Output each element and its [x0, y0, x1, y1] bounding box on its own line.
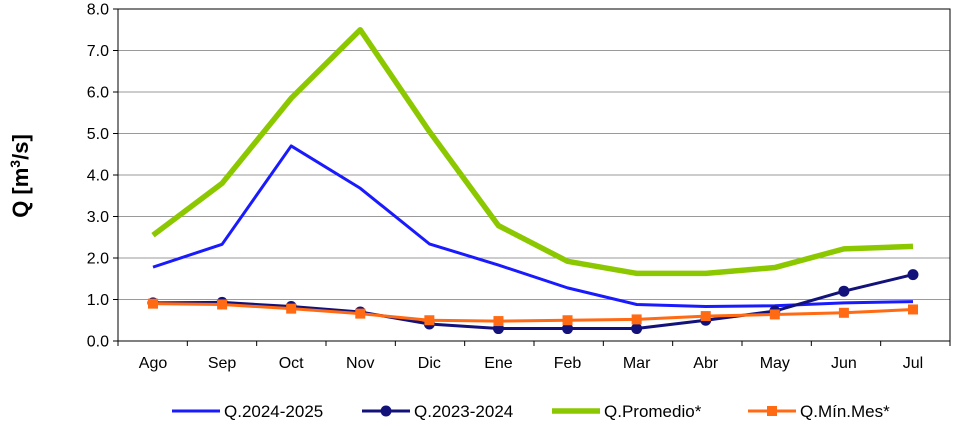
- y-tick-label: 8.0: [87, 2, 109, 19]
- x-tick-label: Abr: [693, 355, 719, 372]
- legend-label: Q.Promedio*: [604, 402, 702, 421]
- series-Q.Mín.Mes*: [148, 298, 918, 327]
- data-point: [493, 316, 504, 327]
- data-point: [838, 307, 849, 318]
- data-point: [631, 323, 643, 335]
- data-point: [355, 308, 366, 319]
- x-tick-label: Jun: [831, 355, 857, 372]
- data-point: [838, 285, 850, 297]
- y-axis-ticks: 0.0 1.0 2.0 3.0 4.0 5.0 6.0 7.0 8.0: [87, 2, 118, 351]
- x-tick-label: Sep: [208, 355, 237, 372]
- x-tick-label: Feb: [554, 355, 582, 372]
- series-Q.Promedio*: [151, 27, 914, 277]
- y-tick-label: 3.0: [87, 209, 109, 226]
- data-point: [907, 269, 919, 281]
- x-tick-label: Oct: [279, 355, 304, 372]
- legend-label: Q.Mín.Mes*: [800, 402, 890, 421]
- y-tick-label: 4.0: [87, 168, 109, 185]
- gridlines: [118, 50, 950, 300]
- legend: Q.2024-2025 Q.2023-2024 Q.Promedio* Q.Mín.M…: [172, 402, 890, 421]
- y-tick-label: 7.0: [87, 43, 109, 60]
- x-tick-label: Nov: [346, 355, 374, 372]
- data-point: [286, 303, 297, 314]
- legend-label: Q.2024-2025: [224, 402, 323, 421]
- data-point: [631, 314, 642, 325]
- x-tick-label: May: [760, 355, 790, 372]
- legend-item: Q.Mín.Mes*: [748, 402, 890, 421]
- x-tick-label: Jul: [903, 355, 923, 372]
- x-tick-label: Ago: [139, 355, 168, 372]
- legend-item: Q.2024-2025: [172, 402, 323, 421]
- series-line: [152, 302, 914, 323]
- legend-label: Q.2023-2024: [414, 402, 513, 421]
- data-point: [148, 298, 158, 309]
- x-tick-label: Mar: [623, 355, 651, 372]
- data-point: [217, 299, 228, 310]
- data-point: [424, 315, 435, 326]
- series-Q.2023-2024: [147, 269, 919, 335]
- series-line: [152, 144, 914, 309]
- data-point: [908, 304, 918, 315]
- y-tick-label: 1.0: [87, 292, 109, 309]
- data-point: [769, 309, 780, 320]
- legend-marker: [767, 406, 777, 416]
- y-axis-label: Q [m3/s]: [7, 134, 33, 218]
- series-Q.2024-2025: [152, 144, 914, 309]
- x-axis-ticks: Ago Sep Oct Nov Dic Ene Feb Mar Abr May Jun Jul: [117, 341, 951, 372]
- y-tick-label: 6.0: [87, 85, 109, 102]
- x-tick-label: Ene: [484, 355, 513, 372]
- legend-marker: [380, 405, 392, 417]
- y-tick-label: 0.0: [87, 334, 109, 351]
- data-point: [562, 315, 573, 326]
- y-tick-label: 5.0: [87, 126, 109, 143]
- data-point: [700, 311, 711, 322]
- data-point: [562, 323, 574, 335]
- y-axis-label-superscript: 3: [7, 160, 23, 168]
- series-line: [152, 273, 914, 331]
- series-line: [151, 27, 914, 277]
- y-axis-label-tail: /s]: [8, 134, 33, 160]
- legend-item: Q.Promedio*: [552, 402, 702, 421]
- y-axis-label-main: Q [m: [8, 168, 33, 218]
- legend-item: Q.2023-2024: [362, 402, 513, 421]
- x-tick-label: Dic: [418, 355, 441, 372]
- y-tick-label: 2.0: [87, 251, 109, 268]
- series-lines: [147, 27, 919, 335]
